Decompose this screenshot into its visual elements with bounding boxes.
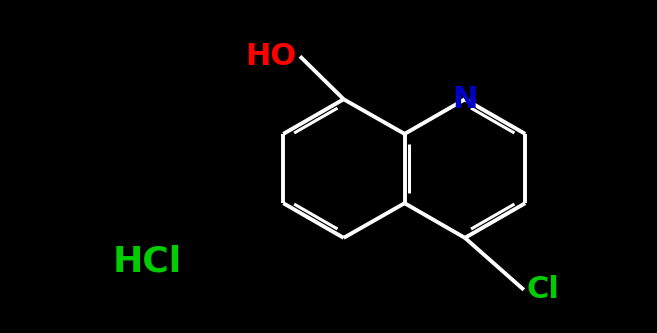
Text: HO: HO — [246, 42, 297, 71]
Text: N: N — [452, 85, 478, 114]
Text: Cl: Cl — [527, 275, 560, 304]
Text: HCl: HCl — [113, 245, 182, 279]
